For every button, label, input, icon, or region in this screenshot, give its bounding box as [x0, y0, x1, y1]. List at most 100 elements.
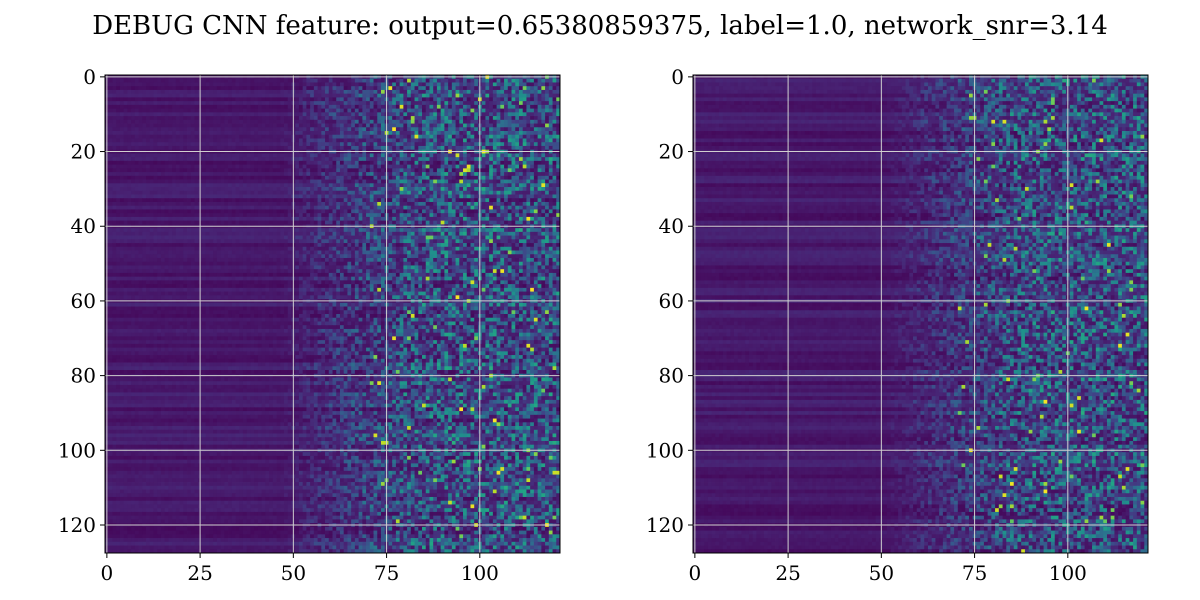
heatmap-cell — [142, 86, 147, 91]
heatmap-cell — [302, 175, 307, 180]
heatmap-cell — [325, 209, 330, 214]
heatmap-cell — [455, 127, 460, 132]
heatmap-cell — [131, 179, 136, 184]
heatmap-cell — [556, 93, 561, 98]
heatmap-cell — [522, 213, 527, 218]
heatmap-cell — [336, 213, 341, 218]
heatmap-cell — [336, 220, 341, 225]
heatmap-cell — [537, 153, 542, 158]
heatmap-cell — [205, 112, 210, 117]
heatmap-cell — [474, 112, 479, 117]
heatmap-cell — [530, 112, 535, 117]
heatmap-cell — [548, 164, 553, 169]
heatmap-cell — [250, 198, 255, 203]
heatmap-cell — [298, 201, 304, 207]
heatmap-cell — [392, 157, 397, 162]
heatmap-cell — [448, 82, 453, 87]
heatmap-cell — [168, 104, 173, 110]
heatmap-cell — [422, 194, 427, 199]
heatmap-cell — [414, 164, 419, 169]
heatmap-cell — [336, 127, 341, 132]
heatmap-cell — [336, 168, 341, 173]
heatmap-cell — [116, 93, 121, 98]
heatmap-cell — [388, 123, 393, 128]
heatmap-cell — [228, 164, 233, 169]
heatmap-cell — [422, 187, 427, 192]
heatmap-cell — [518, 78, 524, 83]
heatmap-cell — [429, 213, 434, 218]
heatmap-cell — [325, 78, 330, 83]
heatmap-cell — [410, 160, 415, 166]
heatmap-cell — [366, 153, 371, 158]
heatmap-cell — [451, 168, 456, 173]
heatmap-cell — [545, 97, 550, 102]
heatmap-cell — [231, 175, 236, 180]
heatmap-cell — [466, 164, 471, 169]
heatmap-cell — [276, 134, 281, 139]
heatmap-cell — [343, 127, 348, 132]
heatmap-cell — [276, 78, 281, 83]
heatmap-cell — [280, 183, 285, 188]
heatmap-cell — [242, 82, 248, 87]
heatmap-cell — [332, 89, 337, 95]
heatmap-cell — [306, 201, 311, 207]
heatmap-cell — [422, 213, 427, 218]
heatmap-cell — [358, 104, 363, 110]
heatmap-cell — [500, 187, 505, 192]
heatmap-cell — [507, 175, 512, 180]
heatmap-cell — [433, 205, 438, 210]
heatmap-cell — [500, 123, 505, 128]
heatmap-cell — [545, 145, 550, 151]
heatmap-cell — [403, 160, 408, 166]
heatmap-cell — [298, 89, 304, 95]
heatmap-cell — [228, 213, 233, 218]
heatmap-cell — [533, 142, 539, 147]
heatmap-cell — [343, 168, 348, 173]
heatmap-cell — [369, 187, 374, 192]
heatmap-cell — [366, 104, 371, 110]
heatmap-cell — [459, 97, 464, 102]
heatmap-cell — [451, 172, 456, 177]
heatmap-cell — [440, 172, 445, 177]
heatmap-cell — [515, 216, 520, 222]
heatmap-cell — [451, 108, 456, 113]
heatmap-cell — [407, 101, 412, 106]
heatmap-cell — [220, 198, 225, 203]
heatmap-cell — [422, 168, 427, 173]
heatmap-cell — [265, 183, 270, 188]
heatmap-cell — [504, 209, 509, 214]
heatmap-cell — [123, 216, 128, 222]
heatmap-cell — [444, 145, 449, 151]
heatmap-cell — [175, 209, 180, 214]
heatmap-cell — [422, 183, 427, 188]
heatmap-cell — [231, 101, 236, 106]
heatmap-cell — [358, 82, 363, 87]
heatmap-cell — [362, 209, 367, 214]
heatmap-cell — [466, 82, 471, 87]
heatmap-cell — [466, 172, 471, 177]
heatmap-cell — [388, 86, 393, 91]
heatmap-cell — [295, 127, 300, 132]
heatmap-cell — [138, 168, 143, 173]
heatmap-cell — [213, 153, 218, 158]
heatmap-cell — [168, 160, 173, 166]
heatmap-cell — [537, 104, 542, 110]
heatmap-cell — [354, 183, 360, 188]
heatmap-cell — [310, 209, 315, 214]
heatmap-cell — [533, 216, 539, 222]
heatmap-cell — [351, 97, 356, 102]
heatmap-cell — [261, 127, 266, 132]
heatmap-cell — [179, 216, 184, 222]
heatmap-cell — [380, 183, 386, 188]
heatmap-cell — [164, 205, 169, 210]
heatmap-cell — [119, 187, 125, 192]
heatmap-cell — [436, 97, 442, 102]
heatmap-cell — [466, 108, 471, 113]
heatmap-cell — [239, 97, 244, 102]
heatmap-cell — [500, 220, 505, 225]
heatmap-cell — [168, 213, 173, 218]
heatmap-cell — [146, 201, 151, 207]
heatmap-cell — [321, 198, 326, 203]
heatmap-cell — [418, 123, 423, 128]
heatmap-cell — [175, 157, 180, 162]
